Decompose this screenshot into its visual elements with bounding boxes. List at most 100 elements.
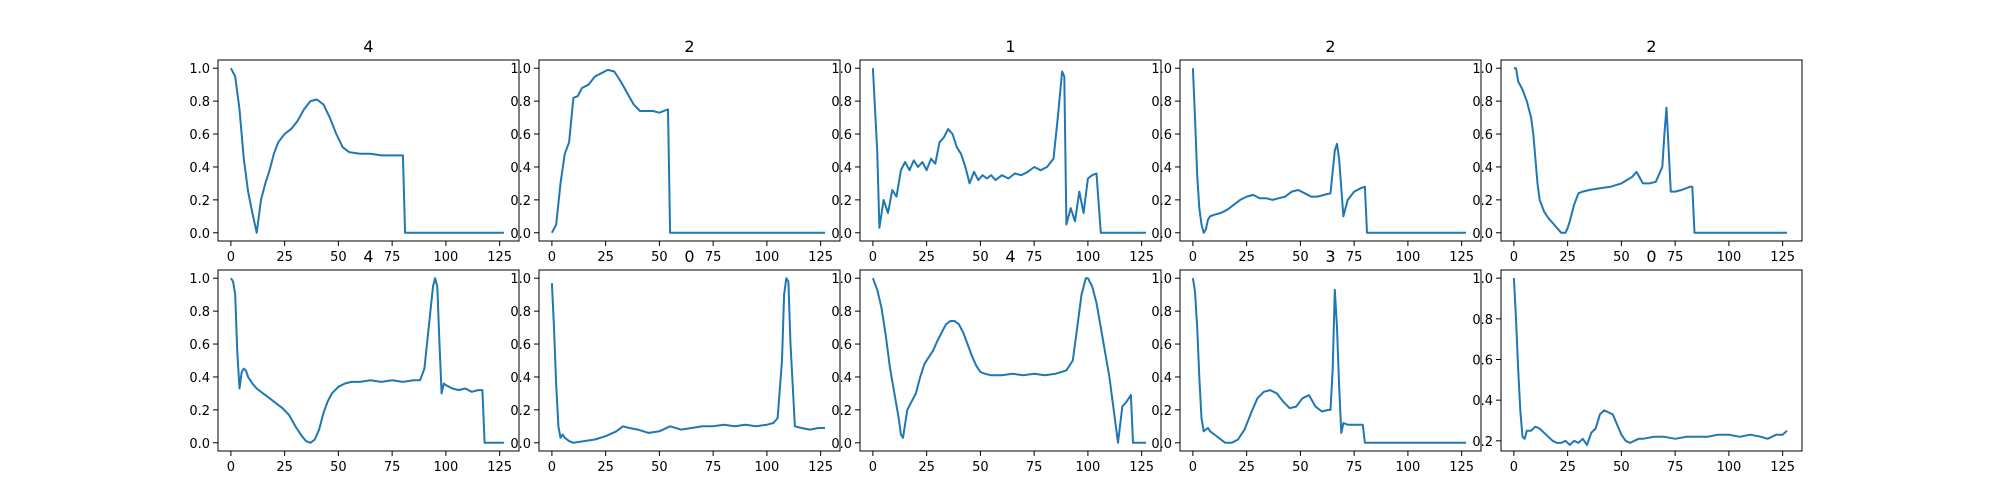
y-tick-label: 0.8: [189, 305, 210, 320]
axes-frame: [538, 59, 841, 242]
series-line: [551, 68, 825, 234]
chart-panel-2: 2 0 25 50 75 100 125 0.0 0.2 0.4 0.6 0.8 1.0: [510, 37, 841, 265]
y-tick-label: 0.6: [831, 128, 852, 143]
axes-frame: [1500, 269, 1803, 452]
axes-frame: [1179, 59, 1482, 242]
x-tick-label: 25: [276, 250, 293, 265]
y-tick-label: 0.2: [189, 194, 210, 209]
x-tick-label: 125: [1449, 250, 1474, 265]
x-tick-label: 75: [705, 250, 722, 265]
x-tick-label: 125: [1129, 460, 1154, 475]
x-tick-label: 75: [384, 460, 401, 475]
x-tick-label: 100: [433, 250, 458, 265]
y-tick-label: 1.0: [510, 62, 531, 77]
y-tick-label: 0.0: [1472, 227, 1493, 242]
y-tick-label: 0.8: [1472, 313, 1493, 328]
y-tick-label: 0.6: [831, 338, 852, 353]
x-tick-label: 25: [1559, 460, 1576, 475]
x-tick-label: 125: [1770, 460, 1795, 475]
x-tick-label: 50: [972, 460, 989, 475]
y-tick-label: 0.2: [1151, 404, 1172, 419]
y-tick-label: 0.2: [1472, 435, 1493, 450]
y-tick-label: 0.2: [1151, 194, 1172, 209]
x-tick-label: 125: [1449, 460, 1474, 475]
y-tick-label: 0.0: [189, 437, 210, 452]
x-tick-label: 100: [1075, 460, 1100, 475]
chart-panel-4: 2 0 25 50 75 100 125 0.0 0.2 0.4 0.6 0.8 1.0: [1151, 37, 1482, 265]
x-tick-label: 75: [1346, 460, 1363, 475]
y-tick-label: 0.0: [831, 227, 852, 242]
axes-frame: [859, 269, 1162, 452]
x-tick-label: 0: [1189, 250, 1197, 265]
x-tick-label: 50: [1292, 460, 1309, 475]
panel-title: 2: [1646, 37, 1656, 56]
x-tick-label: 75: [1346, 250, 1363, 265]
y-tick-label: 1.0: [1472, 62, 1493, 77]
y-tick-label: 0.6: [189, 128, 210, 143]
y-tick-label: 0.0: [1151, 227, 1172, 242]
x-tick-label: 25: [1559, 250, 1576, 265]
y-tick-label: 0.6: [1151, 128, 1172, 143]
axes-frame: [217, 269, 520, 452]
series-line: [1191, 68, 1466, 234]
x-tick-label: 100: [1395, 250, 1420, 265]
chart-panel-10: 0 0 25 50 75 100 125 0.2 0.4 0.6 0.8 1.0: [1472, 247, 1803, 475]
x-tick-label: 0: [869, 460, 877, 475]
x-tick-label: 0: [548, 460, 556, 475]
y-tick-label: 0.8: [510, 95, 531, 110]
axes-frame: [217, 59, 520, 242]
y-tick-label: 0.4: [831, 371, 852, 386]
x-tick-label: 50: [1613, 250, 1630, 265]
y-tick-label: 0.4: [510, 371, 531, 386]
y-tick-label: 0.0: [510, 227, 531, 242]
y-tick-label: 0.2: [831, 194, 852, 209]
axes-frame: [538, 269, 841, 452]
y-tick-label: 0.8: [1151, 305, 1172, 320]
x-tick-label: 75: [384, 250, 401, 265]
y-tick-label: 0.6: [510, 338, 531, 353]
y-tick-label: 1.0: [1151, 272, 1172, 287]
y-tick-label: 0.6: [1151, 338, 1172, 353]
x-tick-label: 50: [1613, 460, 1630, 475]
panel-title: 2: [684, 37, 694, 56]
chart-panel-8: 4 0 25 50 75 100 125 0.0 0.2 0.4 0.6 0.8 1.0: [831, 247, 1162, 475]
y-tick-label: 1.0: [189, 62, 210, 77]
x-tick-label: 75: [1026, 250, 1043, 265]
chart-panel-3: 1 0 25 50 75 100 125 0.0 0.2 0.4 0.6 0.8 1.0: [831, 37, 1162, 265]
y-tick-label: 0.8: [510, 305, 531, 320]
y-tick-label: 0.8: [831, 305, 852, 320]
x-tick-label: 75: [1667, 460, 1684, 475]
x-tick-label: 100: [754, 460, 779, 475]
y-tick-label: 0.0: [831, 437, 852, 452]
y-tick-label: 1.0: [1472, 272, 1493, 287]
panel-title: 3: [1325, 247, 1335, 266]
y-tick-label: 0.6: [189, 338, 210, 353]
chart-panel-9: 3 0 25 50 75 100 125 0.0 0.2 0.4 0.6 0.8 1.0: [1151, 247, 1482, 475]
panel-title: 4: [363, 247, 373, 266]
x-tick-label: 0: [1510, 460, 1518, 475]
x-tick-label: 25: [1238, 250, 1255, 265]
panel-title: 0: [684, 247, 694, 266]
series-line: [550, 277, 825, 444]
axes-frame: [1500, 59, 1803, 242]
y-tick-label: 0.4: [189, 371, 210, 386]
series-line: [1512, 278, 1788, 446]
y-tick-label: 0.2: [1472, 194, 1493, 209]
y-tick-label: 0.4: [831, 161, 852, 176]
y-tick-label: 0.4: [1151, 161, 1172, 176]
x-tick-label: 50: [972, 250, 989, 265]
x-tick-label: 100: [1716, 460, 1741, 475]
y-tick-label: 1.0: [831, 62, 852, 77]
x-tick-label: 0: [1189, 460, 1197, 475]
y-tick-label: 0.8: [189, 95, 210, 110]
series-line: [230, 277, 504, 444]
x-tick-label: 50: [330, 460, 347, 475]
panel-title: 2: [1325, 37, 1335, 56]
y-tick-label: 0.0: [1151, 437, 1172, 452]
y-tick-label: 0.8: [1151, 95, 1172, 110]
y-tick-label: 0.2: [831, 404, 852, 419]
series-line: [1191, 278, 1466, 444]
x-tick-label: 125: [487, 250, 512, 265]
x-tick-label: 0: [548, 250, 556, 265]
